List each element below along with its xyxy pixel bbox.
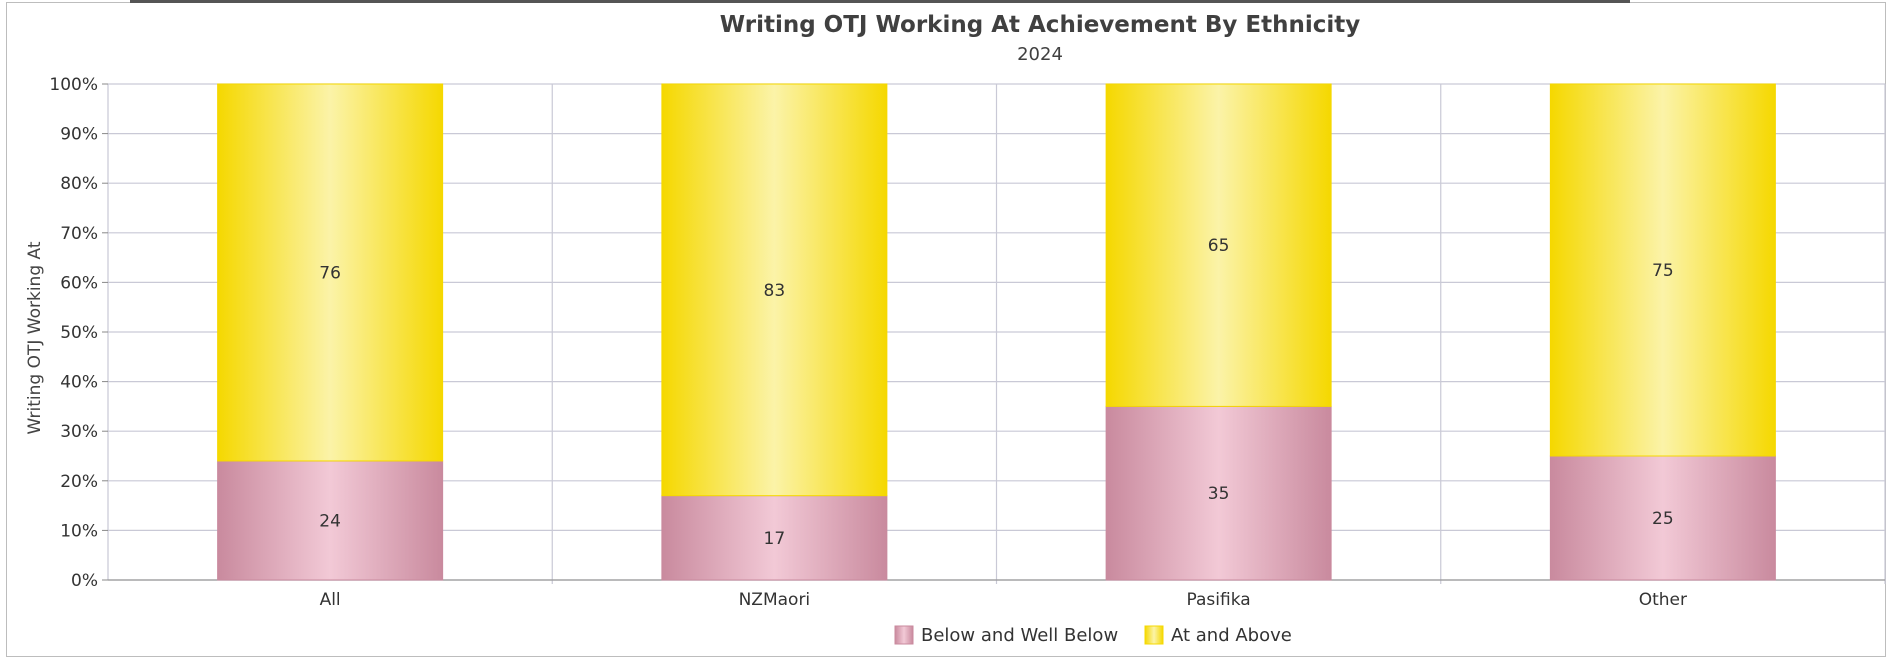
y-tick-label: 60% <box>60 273 98 293</box>
y-tick-label: 30% <box>60 422 98 442</box>
y-tick-label: 20% <box>60 472 98 492</box>
bars: 24 76 17 83 35 65 25 75 <box>217 83 1776 581</box>
data-label: 75 <box>1652 261 1674 281</box>
bar-segment <box>1105 83 1332 407</box>
bar-segment <box>661 83 888 497</box>
bar-segment <box>1549 455 1776 581</box>
data-label: 76 <box>319 263 341 283</box>
legend-swatch <box>894 625 914 645</box>
y-axis-label: Writing OTJ Working At <box>25 241 45 434</box>
bar-segment <box>217 83 444 462</box>
legend: Below and Well Below At and Above <box>894 625 1292 646</box>
y-tick-label: 50% <box>60 323 98 343</box>
top-bar <box>130 0 1630 3</box>
y-tick-label: 0% <box>71 571 98 591</box>
data-label: 17 <box>764 529 786 549</box>
bar-segment <box>1105 405 1332 581</box>
x-tick-label: Other <box>1639 590 1687 610</box>
bar-segment <box>217 460 444 581</box>
x-tick-label: All <box>320 590 341 610</box>
bar-segment <box>1549 83 1776 457</box>
data-label: 24 <box>319 511 341 531</box>
y-tick-label: 10% <box>60 521 98 541</box>
chart-title: Writing OTJ Working At Achievement By Et… <box>720 12 1360 38</box>
y-tick-label: 100% <box>49 75 98 95</box>
data-label: 65 <box>1208 236 1230 256</box>
y-axis: 0% 10% 20% 30% 40% 50% 60% 70% 80% 90% 100% <box>49 75 108 591</box>
legend-label: Below and Well Below <box>921 625 1118 646</box>
x-tick-label: NZMaori <box>739 590 811 610</box>
y-tick-label: 90% <box>60 125 98 145</box>
chart-subtitle: 2024 <box>1017 44 1063 65</box>
x-axis: All NZMaori Pasifika Other <box>320 590 1687 610</box>
legend-swatch <box>1144 625 1164 645</box>
x-tick-label: Pasifika <box>1187 590 1251 610</box>
legend-label: At and Above <box>1171 625 1292 646</box>
y-tick-label: 40% <box>60 373 98 393</box>
y-tick-label: 80% <box>60 174 98 194</box>
y-tick-label: 70% <box>60 224 98 244</box>
data-label: 25 <box>1652 509 1674 529</box>
bar-segment <box>661 495 888 581</box>
data-label: 35 <box>1208 484 1230 504</box>
data-label: 83 <box>764 281 786 301</box>
